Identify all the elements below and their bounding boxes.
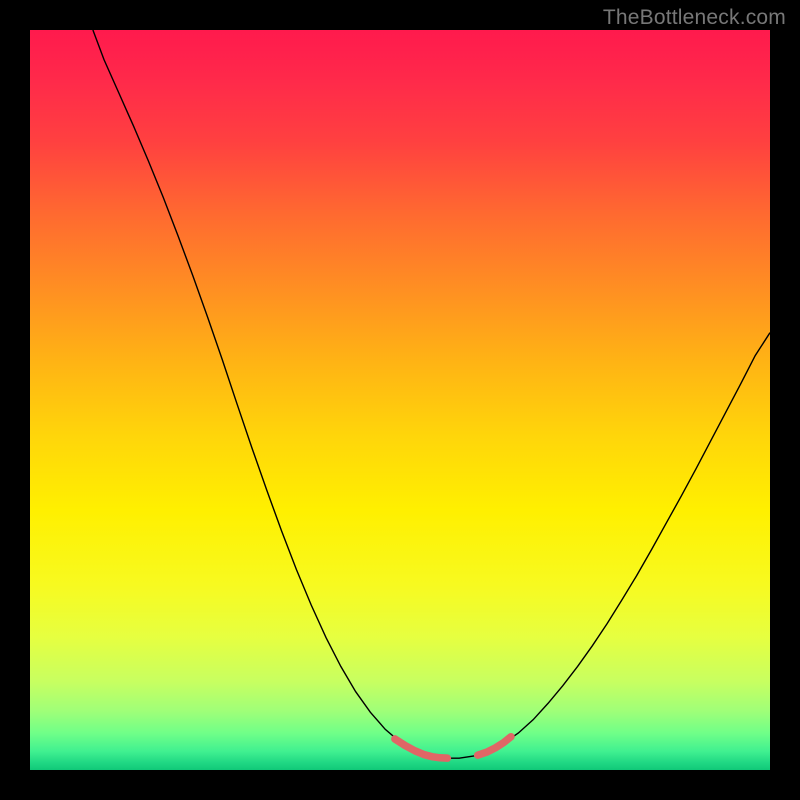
plot-area	[30, 30, 770, 770]
chart-svg	[30, 30, 770, 770]
watermark-text: TheBottleneck.com	[603, 6, 786, 30]
gradient-background	[30, 30, 770, 770]
